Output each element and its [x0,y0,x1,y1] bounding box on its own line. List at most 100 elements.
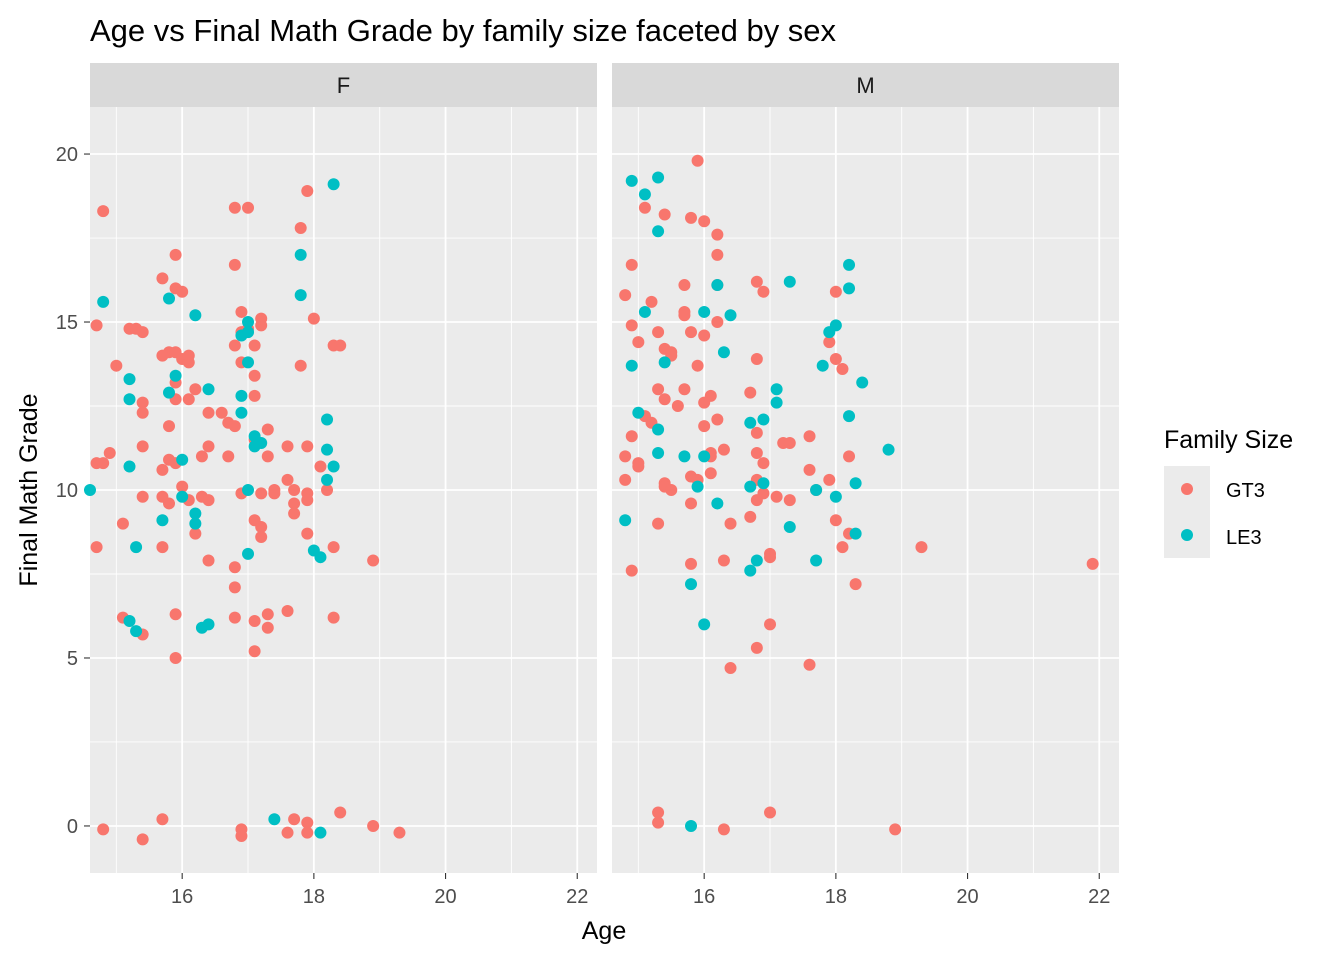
data-point-le3 [123,615,136,628]
data-point-le3 [202,618,215,631]
data-point-gt3 [685,326,698,339]
y-tick-label: 20 [56,144,78,166]
data-point-gt3 [652,816,665,829]
data-point-gt3 [248,369,261,382]
x-tick-label: 18 [303,886,325,908]
data-point-gt3 [255,487,268,500]
data-point-gt3 [136,440,149,453]
data-point-gt3 [255,312,268,325]
data-point-gt3 [750,275,763,288]
data-point-le3 [652,447,665,460]
data-point-le3 [678,450,691,463]
data-point-gt3 [222,450,235,463]
data-point-gt3 [652,517,665,530]
data-point-gt3 [307,312,320,325]
data-point-gt3 [301,816,314,829]
data-point-le3 [242,326,255,339]
y-tick-label: 10 [56,480,78,502]
data-point-gt3 [645,295,658,308]
data-point-gt3 [136,490,149,503]
data-point-gt3 [248,389,261,402]
data-point-gt3 [770,490,783,503]
data-point-gt3 [619,473,632,486]
facet-strip [90,63,597,107]
data-point-le3 [189,517,202,530]
data-point-gt3 [202,554,215,567]
data-point-gt3 [889,823,902,836]
data-point-le3 [294,248,307,261]
x-tick-label: 20 [956,886,978,908]
data-point-le3 [652,171,665,184]
data-point-gt3 [750,426,763,439]
data-point-le3 [123,393,136,406]
data-point-le3 [843,410,856,423]
data-point-gt3 [750,447,763,460]
data-point-gt3 [698,420,711,433]
data-point-gt3 [685,497,698,510]
data-point-le3 [97,295,110,308]
data-point-le3 [849,527,862,540]
data-point-gt3 [823,473,836,486]
data-point-gt3 [698,215,711,228]
legend-label-gt3: GT3 [1226,480,1265,502]
data-point-gt3 [625,430,638,443]
data-point-gt3 [189,383,202,396]
data-point-gt3 [652,326,665,339]
data-point-gt3 [242,201,255,214]
data-point-le3 [810,554,823,567]
data-point-gt3 [803,658,816,671]
legend-title: Family Size [1164,426,1293,454]
data-point-le3 [130,625,143,638]
data-point-le3 [123,373,136,386]
data-point-le3 [255,436,268,449]
facet-panel-f: F 16 18 20 22 [84,63,597,908]
data-point-gt3 [294,359,307,372]
data-point-gt3 [724,662,737,675]
data-point-le3 [711,497,724,510]
data-point-le3 [757,477,770,490]
data-point-le3 [321,443,334,456]
data-point-gt3 [829,514,842,527]
data-point-gt3 [783,436,796,449]
data-point-gt3 [704,467,717,480]
data-point-le3 [176,490,189,503]
data-point-le3 [130,541,143,554]
data-point-gt3 [632,460,645,473]
data-point-gt3 [367,819,380,832]
data-point-gt3 [156,272,169,285]
y-tick-label: 5 [67,648,78,670]
data-point-gt3 [235,305,248,318]
data-point-gt3 [90,541,103,554]
data-point-gt3 [685,211,698,224]
data-point-gt3 [717,823,730,836]
data-point-gt3 [261,621,274,634]
data-point-gt3 [698,329,711,342]
data-point-gt3 [711,228,724,241]
data-point-gt3 [288,497,301,510]
data-point-le3 [156,514,169,527]
data-point-le3 [698,450,711,463]
y-tick-label: 0 [67,816,78,838]
data-point-gt3 [658,208,671,221]
facet-panel-m: M 16 18 20 22 [612,63,1119,908]
data-point-gt3 [261,608,274,621]
data-point-gt3 [281,826,294,839]
data-point-gt3 [156,463,169,476]
data-point-le3 [810,484,823,496]
data-point-gt3 [678,279,691,292]
x-tick-label: 22 [566,886,588,908]
data-point-gt3 [288,484,301,496]
data-point-gt3 [182,393,195,406]
data-point-gt3 [255,520,268,533]
data-point-le3 [321,413,334,426]
data-point-gt3 [823,336,836,349]
facet-strip-label: F [337,73,350,98]
x-tick-label: 16 [171,886,193,908]
data-point-gt3 [169,651,182,664]
data-point-le3 [770,383,783,396]
x-axis-title: Age [582,917,626,945]
data-point-gt3 [717,443,730,456]
data-point-le3 [856,376,869,389]
data-point-gt3 [248,645,261,658]
